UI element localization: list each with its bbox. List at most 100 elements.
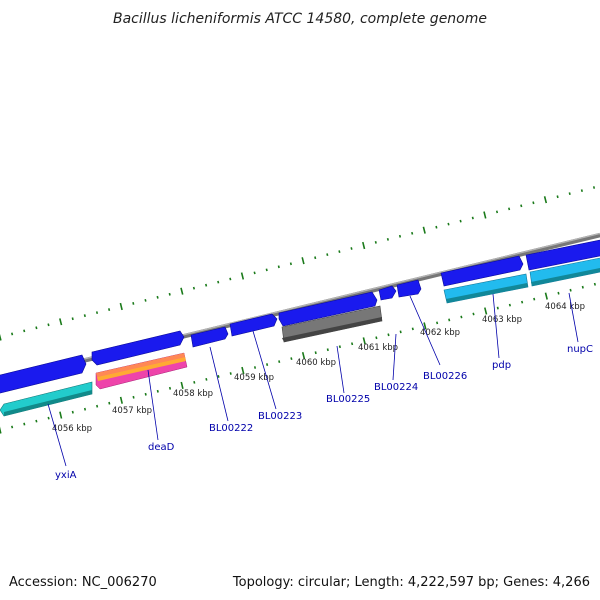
- tick-mark: [338, 250, 341, 253]
- tick-mark: [362, 241, 366, 250]
- tick-mark: [156, 389, 159, 393]
- tick-mark: [108, 401, 111, 405]
- tick-mark: [289, 262, 292, 266]
- inner-tick-ring: [0, 282, 596, 434]
- gene-label-BL00226[interactable]: BL00226: [423, 371, 467, 382]
- gene-forward-1[interactable]: [0, 354, 87, 395]
- tick-mark: [35, 419, 38, 423]
- tick-mark: [543, 196, 548, 204]
- kbp-4057: 4057 kbp: [112, 406, 152, 416]
- tick-mark: [132, 395, 135, 399]
- tick-mark: [192, 286, 196, 290]
- tick-mark: [265, 268, 268, 272]
- tick-mark: [241, 366, 245, 375]
- tick-mark: [411, 231, 414, 235]
- tick-mark: [301, 352, 306, 360]
- gene-labels: yxiA deaD BL00222 BL00223 BL00225 BL0022…: [55, 344, 593, 481]
- tick-mark: [483, 211, 487, 219]
- tick-mark: [423, 322, 427, 330]
- gene-label-deaD[interactable]: deaD: [148, 442, 175, 453]
- tick-mark: [436, 321, 439, 325]
- tick-mark: [435, 225, 438, 229]
- tick-mark: [0, 333, 2, 341]
- tick-mark: [83, 407, 87, 411]
- tick-mark: [375, 336, 378, 340]
- tick-mark: [205, 378, 208, 381]
- kbp-4056: 4056 kbp: [52, 424, 92, 434]
- gene-BL00224-forward[interactable]: [378, 285, 397, 301]
- tick-mark: [314, 256, 317, 260]
- tick-mark: [83, 314, 86, 318]
- tick-mark: [278, 360, 281, 363]
- tick-mark: [132, 302, 135, 305]
- kbp-4059: 4059 kbp: [234, 373, 274, 383]
- tick-mark: [180, 381, 184, 389]
- kbp-4064: 4064 kbp: [545, 302, 585, 312]
- tick-mark: [108, 308, 111, 311]
- tick-mark: [422, 226, 426, 234]
- tick-mark: [266, 363, 269, 366]
- tick-mark: [326, 348, 329, 352]
- tick-mark: [96, 404, 99, 408]
- tick-mark: [59, 318, 63, 326]
- tick-mark: [508, 207, 511, 211]
- tick-mark: [23, 329, 26, 333]
- gene-label-BL00225[interactable]: BL00225: [326, 394, 370, 405]
- tick-mark: [532, 201, 535, 205]
- kbp-4063: 4063 kbp: [482, 315, 522, 325]
- gene-BL00223-forward[interactable]: [229, 313, 278, 337]
- tick-mark: [180, 287, 184, 295]
- gene-label-nupC[interactable]: nupC: [567, 344, 593, 355]
- tick-mark: [217, 280, 220, 284]
- tick-mark: [277, 265, 280, 269]
- gene-label-BL00224[interactable]: BL00224: [374, 382, 418, 393]
- tick-mark: [362, 337, 366, 345]
- gene-BL00226-forward[interactable]: [396, 279, 422, 298]
- gene-BL00225-forward[interactable]: [278, 291, 378, 327]
- tick-mark: [544, 292, 548, 300]
- reverse-strand-genes: [0, 257, 600, 417]
- tick-mark: [71, 410, 74, 414]
- gene-pdp-forward[interactable]: [440, 255, 524, 287]
- tick-mark: [471, 216, 474, 220]
- gene-label-BL00223[interactable]: BL00223: [258, 411, 302, 422]
- kbp-markers: 4056 kbp 4057 kbp 4058 kbp 4059 kbp 4060…: [52, 302, 585, 434]
- accession-text: Accession: NC_006270: [9, 575, 157, 590]
- kbp-4061: 4061 kbp: [358, 343, 398, 353]
- outer-tick-ring: [0, 186, 596, 341]
- genome-summary-text: Topology: circular; Length: 4,222,597 bp…: [232, 575, 590, 590]
- tick-mark: [119, 302, 123, 311]
- tick-mark: [301, 257, 305, 265]
- tick-mark: [556, 195, 559, 199]
- tick-mark: [387, 333, 390, 337]
- tick-mark: [399, 330, 402, 334]
- gene-label-pdp[interactable]: pdp: [492, 360, 511, 371]
- tick-mark: [386, 238, 389, 241]
- tick-mark: [484, 307, 488, 315]
- tick-mark: [168, 386, 172, 390]
- tick-mark: [472, 312, 475, 316]
- tick-mark: [459, 219, 462, 223]
- tick-mark: [593, 282, 596, 286]
- gene-label-yxiA[interactable]: yxiA: [55, 470, 77, 481]
- kbp-4062: 4062 kbp: [420, 328, 460, 338]
- tick-mark: [460, 315, 463, 319]
- gene-BL00222-forward[interactable]: [190, 326, 229, 348]
- tick-mark: [47, 323, 50, 327]
- tick-mark: [144, 392, 147, 396]
- gene-label-BL00222[interactable]: BL00222: [209, 423, 253, 434]
- tick-mark: [168, 292, 171, 296]
- tick-mark: [580, 189, 583, 192]
- tick-mark: [448, 318, 451, 322]
- tick-mark: [338, 345, 341, 349]
- gene-nupC-forward[interactable]: [525, 238, 600, 271]
- tick-mark: [557, 291, 560, 295]
- gene-deaD-forward[interactable]: [91, 330, 185, 366]
- kbp-4060: 4060 kbp: [296, 358, 336, 368]
- tick-mark: [95, 311, 99, 314]
- label-leaders: [47, 292, 579, 467]
- tick-mark: [447, 222, 450, 226]
- tick-mark: [290, 357, 293, 360]
- tick-mark: [374, 241, 377, 244]
